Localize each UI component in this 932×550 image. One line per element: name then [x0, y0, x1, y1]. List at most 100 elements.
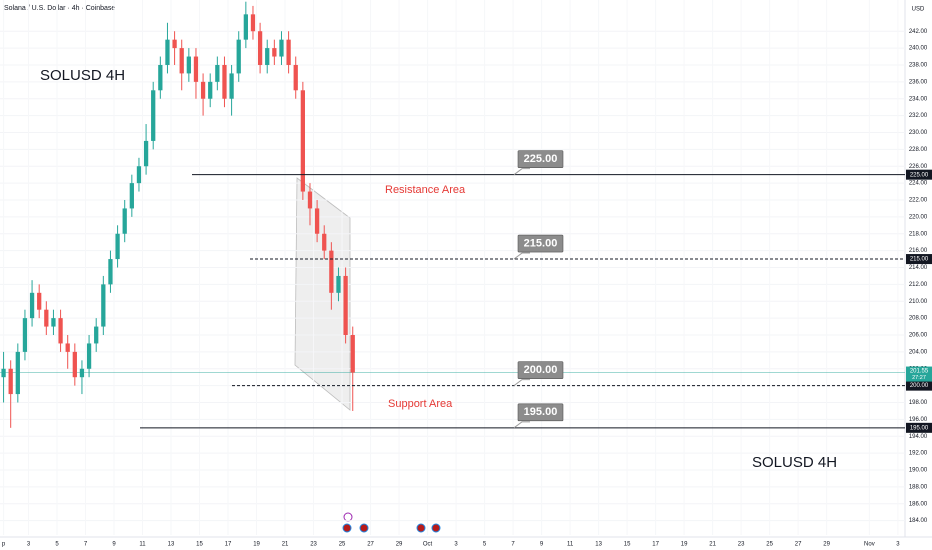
candle-body	[44, 309, 49, 327]
candle-body	[215, 64, 220, 82]
candle-body	[151, 90, 156, 141]
candle-body	[200, 81, 206, 99]
countdown-label: 27:27	[912, 375, 926, 381]
level-label: 225.00	[524, 153, 558, 165]
y-tick-label: 220.00	[909, 214, 928, 220]
x-tick-label: 27	[795, 542, 802, 548]
x-tick-label: Oct	[423, 542, 433, 548]
candle-body	[293, 64, 298, 91]
y-tick-label: 232.00	[909, 113, 928, 119]
y-tick-label: 230.00	[909, 130, 928, 136]
y-tick-label: 194.00	[909, 434, 928, 440]
y-tick-label: 208.00	[909, 316, 928, 322]
x-tick-label: 17	[652, 542, 659, 548]
x-tick-label: 19	[681, 542, 688, 548]
level-label-tail	[513, 379, 530, 387]
event-icon	[431, 523, 441, 533]
axis-level-tag-label: 200.00	[910, 383, 929, 389]
y-tick-label: 240.00	[909, 46, 928, 52]
event-icon	[343, 512, 353, 522]
event-icon	[342, 523, 352, 533]
candle-body	[265, 48, 270, 65]
annotation: Resistance Area	[385, 184, 466, 196]
candle-body	[136, 166, 142, 184]
candle-body	[165, 39, 170, 65]
candle-body	[8, 368, 13, 395]
candle-body	[179, 48, 184, 74]
x-tick-label: 19	[253, 542, 260, 548]
x-tick-label: 3	[27, 542, 31, 548]
y-tick-label: 236.00	[909, 79, 928, 85]
axis-level-tag-label: 195.00	[910, 425, 929, 431]
candle-body	[243, 14, 248, 40]
x-tick-label: 3	[454, 542, 458, 548]
currency-label: USD	[912, 7, 925, 13]
candle-body	[115, 233, 120, 260]
annotation: SOLUSD 4H	[752, 454, 837, 471]
candle-body	[108, 259, 113, 285]
candle-body	[22, 318, 28, 352]
candle-body	[314, 208, 320, 234]
candle-body	[343, 275, 348, 336]
candle-body	[286, 39, 291, 65]
x-tick-label: 29	[823, 542, 830, 548]
x-tick-label: 7	[84, 542, 88, 548]
candle-body	[94, 326, 99, 344]
candle-body	[222, 64, 227, 99]
level-label-box	[517, 234, 564, 253]
candle-body	[79, 368, 85, 378]
candle-body	[1, 368, 6, 378]
x-tick-label: 13	[168, 542, 175, 548]
x-tick-label: 23	[310, 542, 317, 548]
candle-body	[272, 48, 277, 57]
candle-body	[193, 56, 199, 82]
level-label-box	[517, 150, 564, 168]
candle-body	[257, 31, 263, 65]
y-tick-label: 224.00	[909, 181, 928, 187]
candle-body	[86, 343, 92, 369]
candle-body	[122, 208, 127, 234]
axis-level-tag-label: 215.00	[910, 257, 929, 263]
y-tick-label: 238.00	[909, 63, 928, 69]
axis-level-tag	[906, 380, 932, 391]
y-tick-label: 190.00	[909, 468, 928, 474]
x-tick-label: 11	[567, 542, 574, 548]
y-tick-label: 234.00	[909, 96, 928, 102]
level-label: 200.00	[524, 364, 558, 376]
level-label-box	[517, 361, 564, 379]
event-icon	[359, 523, 369, 533]
y-tick-label: 214.00	[909, 265, 928, 271]
x-tick-label: 9	[112, 542, 116, 548]
candle-body	[208, 81, 213, 99]
annotation: Support Area	[388, 398, 453, 410]
axis-level-tag	[906, 254, 932, 265]
x-tick-label: 21	[282, 542, 289, 548]
x-tick-label: 25	[766, 542, 773, 548]
candle-body	[37, 292, 42, 310]
x-tick-label: Nov	[864, 542, 875, 548]
x-tick-label: 11	[139, 542, 146, 548]
level-label: 195.00	[524, 406, 558, 418]
candle-body	[336, 275, 341, 293]
candle-body	[329, 250, 334, 293]
candle-body	[72, 351, 77, 378]
x-tick-label: 3	[896, 542, 900, 548]
candle-body	[29, 292, 35, 319]
x-tick-label: 5	[483, 542, 487, 548]
y-tick-label: 188.00	[909, 484, 928, 490]
y-tick-label: 228.00	[909, 147, 928, 153]
x-tick-label: 23	[738, 542, 745, 548]
candle-body	[51, 318, 56, 327]
y-tick-label: 216.00	[909, 248, 928, 254]
candle-body	[158, 64, 163, 91]
candle-body	[350, 335, 355, 373]
level-label-tail	[513, 421, 530, 429]
candle-body	[129, 183, 134, 209]
y-tick-label: 210.00	[909, 299, 928, 305]
level-label-box	[517, 403, 564, 422]
y-tick-label: 196.00	[909, 417, 928, 423]
candle-body	[58, 318, 63, 344]
candle-body	[101, 284, 106, 327]
